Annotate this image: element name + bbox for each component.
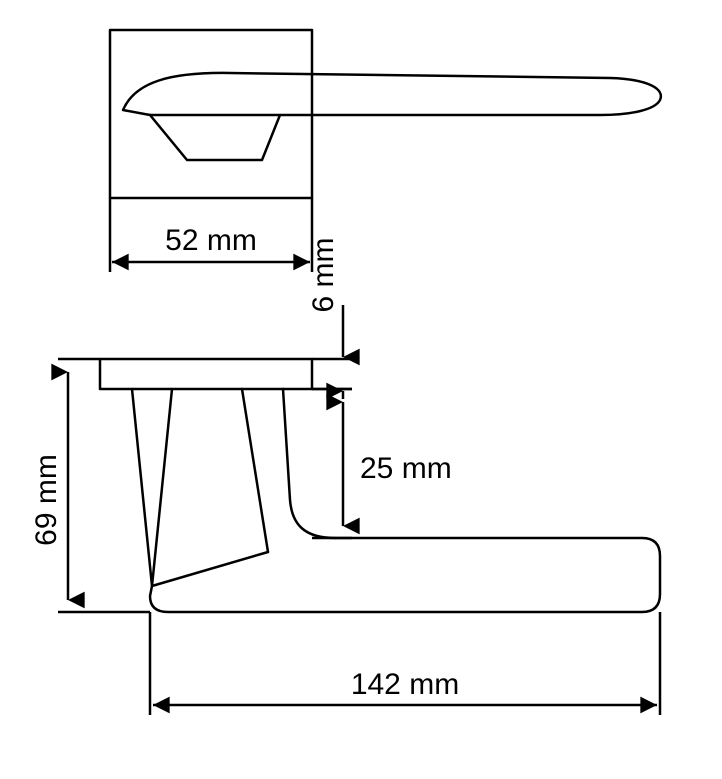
side-plate — [100, 359, 312, 389]
top-lever — [123, 73, 661, 115]
dim-25mm — [312, 389, 352, 538]
top-view — [110, 30, 661, 198]
side-lever — [150, 538, 660, 612]
dim-6mm — [312, 305, 352, 399]
dim-142mm-label: 142 mm — [351, 668, 459, 701]
dim-69mm — [58, 359, 150, 612]
dim-6mm-label: 6 mm — [307, 238, 340, 313]
dim-69mm-label: 69 mm — [30, 454, 63, 546]
dim-52mm-label: 52 mm — [165, 224, 257, 257]
technical-drawing: 52 mm 6 mm 25 mm 69 mm — [0, 0, 722, 779]
side-neck-right-2 — [283, 389, 335, 538]
top-neck — [150, 115, 280, 160]
side-neck-right — [242, 389, 268, 552]
dim-25mm-label: 25 mm — [360, 452, 452, 485]
side-spike-left — [132, 389, 172, 586]
side-view — [100, 359, 660, 612]
